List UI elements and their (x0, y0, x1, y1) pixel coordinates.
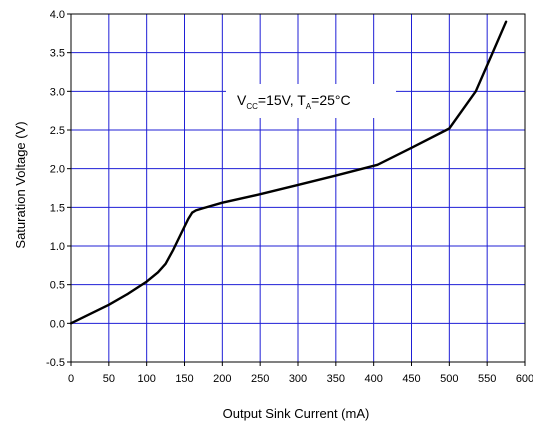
x-tick-label: 550 (478, 373, 496, 385)
grid (71, 14, 525, 362)
x-tick-label: 100 (137, 373, 155, 385)
annotation-text: VCC=15V, TA=25°C (237, 92, 351, 111)
x-tick-label: 200 (213, 373, 231, 385)
annotation-v: V (237, 92, 247, 108)
x-tick-label: 350 (327, 373, 345, 385)
y-tick-label: -0.5 (46, 357, 65, 369)
x-tick-label: 50 (103, 373, 115, 385)
annotation-end: =25°C (311, 92, 350, 108)
x-tick-label: 150 (175, 373, 193, 385)
y-tick-label: 1.5 (50, 202, 65, 214)
y-tick-labels: -0.5 0.0 0.5 1.0 1.5 2.0 2.5 3.0 3.5 4.0 (46, 9, 65, 369)
x-tick-label: 500 (440, 373, 458, 385)
annotation-mid: =15V, T (258, 92, 306, 108)
x-axis-title: Output Sink Current (mA) (223, 406, 370, 421)
y-axis-title: Saturation Voltage (V) (13, 121, 28, 248)
y-tick-label: 0.0 (50, 318, 65, 330)
x-tick-label: 400 (364, 373, 382, 385)
series-line (69, 20, 508, 325)
y-tick-label: 2.5 (50, 125, 65, 137)
x-tick-label: 0 (68, 373, 74, 385)
annotation-cc: CC (246, 102, 258, 111)
x-tick-label: 300 (289, 373, 307, 385)
x-tick-label: 250 (251, 373, 269, 385)
annotation-box (226, 84, 396, 118)
x-tick-labels: 0 50 100 150 200 250 300 350 400 450 500 550 600 (68, 373, 533, 385)
y-tick-label: 2.0 (50, 164, 65, 176)
ticks (67, 13, 526, 366)
y-tick-label: 3.5 (50, 48, 65, 60)
annotation-a: A (306, 102, 312, 111)
y-tick-label: 0.5 (50, 280, 65, 292)
x-tick-label: 600 (516, 373, 533, 385)
y-tick-label: 4.0 (50, 9, 65, 21)
y-tick-label: 1.0 (50, 241, 65, 253)
x-tick-label: 450 (402, 373, 420, 385)
y-tick-label: 3.0 (50, 86, 65, 98)
